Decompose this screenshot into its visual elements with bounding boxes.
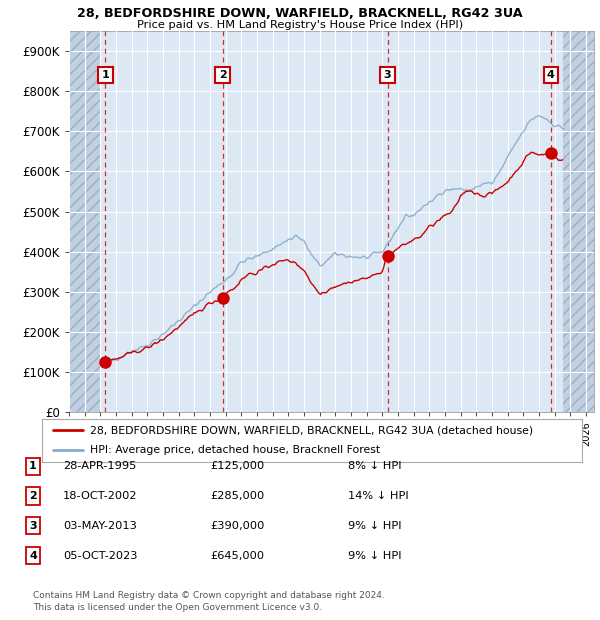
Bar: [69, 31, 100, 412]
Text: 2: 2: [29, 491, 37, 501]
Text: 14% ↓ HPI: 14% ↓ HPI: [348, 491, 409, 501]
Text: £285,000: £285,000: [210, 491, 264, 501]
Text: 28, BEDFORDSHIRE DOWN, WARFIELD, BRACKNELL, RG42 3UA: 28, BEDFORDSHIRE DOWN, WARFIELD, BRACKNE…: [77, 7, 523, 20]
Text: Price paid vs. HM Land Registry's House Price Index (HPI): Price paid vs. HM Land Registry's House …: [137, 20, 463, 30]
Text: 4: 4: [547, 70, 555, 80]
Text: 28-APR-1995: 28-APR-1995: [63, 461, 136, 471]
Bar: [69, 31, 100, 412]
Text: 4: 4: [29, 551, 37, 560]
Text: £390,000: £390,000: [210, 521, 265, 531]
Text: HPI: Average price, detached house, Bracknell Forest: HPI: Average price, detached house, Brac…: [89, 445, 380, 455]
Text: 03-MAY-2013: 03-MAY-2013: [63, 521, 137, 531]
Text: Contains HM Land Registry data © Crown copyright and database right 2024.
This d: Contains HM Land Registry data © Crown c…: [33, 591, 385, 612]
Text: 3: 3: [384, 70, 391, 80]
Text: 1: 1: [101, 70, 109, 80]
Text: 3: 3: [29, 521, 37, 531]
Text: £645,000: £645,000: [210, 551, 264, 560]
Text: 9% ↓ HPI: 9% ↓ HPI: [348, 551, 401, 560]
Text: £125,000: £125,000: [210, 461, 264, 471]
Text: 05-OCT-2023: 05-OCT-2023: [63, 551, 137, 560]
Text: 9% ↓ HPI: 9% ↓ HPI: [348, 521, 401, 531]
Text: 2: 2: [219, 70, 226, 80]
Text: 1: 1: [29, 461, 37, 471]
Text: 18-OCT-2002: 18-OCT-2002: [63, 491, 137, 501]
Text: 8% ↓ HPI: 8% ↓ HPI: [348, 461, 401, 471]
Bar: [563, 31, 594, 412]
Text: 28, BEDFORDSHIRE DOWN, WARFIELD, BRACKNELL, RG42 3UA (detached house): 28, BEDFORDSHIRE DOWN, WARFIELD, BRACKNE…: [89, 425, 533, 435]
Bar: [563, 31, 594, 412]
